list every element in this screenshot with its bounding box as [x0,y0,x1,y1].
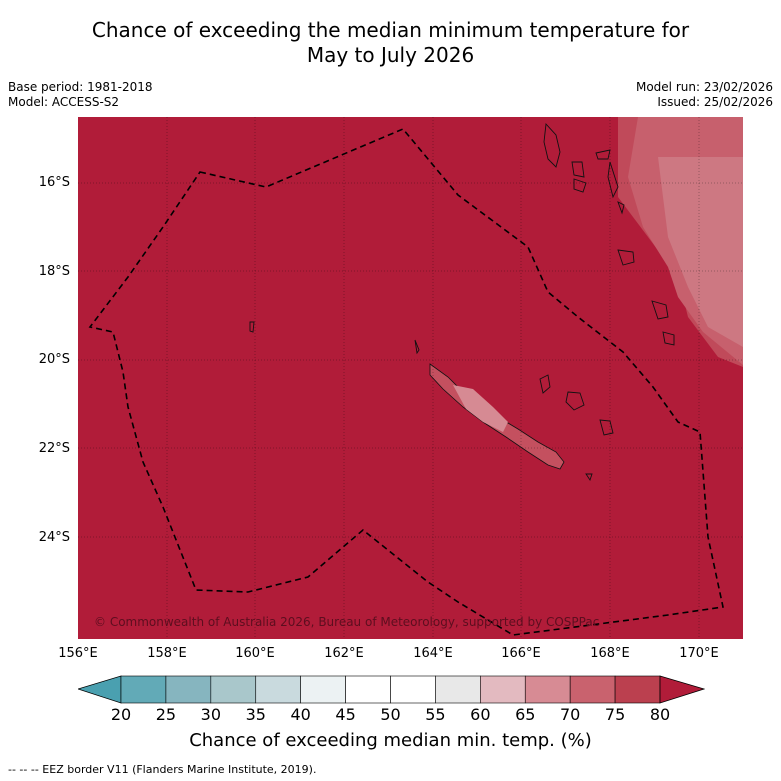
colorbar-tick: 80 [649,705,671,724]
colorbar-tick: 25 [155,705,177,724]
lon-label: 170°E [679,646,719,661]
lat-label: 24°S [38,530,70,545]
lon-label: 164°E [413,646,453,661]
lon-label: 162°E [324,646,364,661]
colorbar-tick: 20 [110,705,132,724]
model-name: Model: ACCESS-S2 [8,95,120,109]
colorbar-segment [435,675,481,704]
lat-label: 22°S [38,441,70,456]
colorbar-segment [120,675,167,704]
colorbar-tick: 70 [559,705,581,724]
colorbar-tick: 30 [200,705,221,724]
new-caledonia-warm-patch [453,385,508,432]
islands [249,122,675,482]
colorbar-segment [165,675,212,704]
copyright-note: © Commonwealth of Australia 2026, Bureau… [94,615,599,629]
colorbar-tick: 35 [245,705,266,724]
colorbar-segment [345,675,391,704]
colorbar-tick: 40 [290,705,311,724]
lon-label: 166°E [501,646,541,661]
lat-label: 20°S [38,352,70,367]
lon-label: 168°E [590,646,630,661]
base-period: Base period: 1981-2018 [8,80,153,94]
colorbar [78,675,705,704]
model-run: Model run: 23/02/2026 [635,80,773,94]
graticule [78,117,743,639]
lon-label: 160°E [235,646,275,661]
colorbar-segment [480,675,526,704]
colorbar-segment [569,675,616,704]
colorbar-segment [614,675,661,704]
title-line-2: May to July 2026 [306,43,475,67]
meta-right: Model run: 23/02/2026 Issued: 25/02/2026 [636,80,773,110]
colorbar-segment [210,675,257,704]
issued-date: Issued: 25/02/2026 [657,95,773,109]
colorbar-segment [300,675,346,704]
colorbar-segments [120,675,661,704]
chart-title: Chance of exceeding the median minimum t… [0,18,781,68]
colorbar-low-arrow [78,675,122,704]
colorbar-tick: 60 [470,705,491,724]
title-line-1: Chance of exceeding the median minimum t… [91,18,690,42]
colorbar-tick: 45 [335,705,356,724]
colorbar-tick: 65 [515,705,536,724]
colorbar-high-arrow [659,675,705,704]
lat-label: 18°S [38,264,70,279]
colorbar-segment [524,675,571,704]
colorbar-tick: 55 [425,705,446,724]
colorbar-segment [390,675,436,704]
region-60-65 [658,157,743,347]
colorbar-segment [255,675,301,704]
colorbar-label: Chance of exceeding median min. temp. (%… [189,730,592,751]
forecast-map: © Commonwealth of Australia 2026, Bureau… [78,117,743,639]
eez-border [88,128,724,636]
lon-label: 158°E [147,646,187,661]
lon-label: 156°E [58,646,98,661]
colorbar-tick: 75 [604,705,626,724]
meta-left: Base period: 1981-2018 Model: ACCESS-S2 [8,80,153,110]
colorbar-tick: 50 [380,705,401,724]
lat-label: 16°S [38,175,70,190]
footer-legend: -- -- -- EEZ border V11 (Flanders Marine… [8,763,317,776]
